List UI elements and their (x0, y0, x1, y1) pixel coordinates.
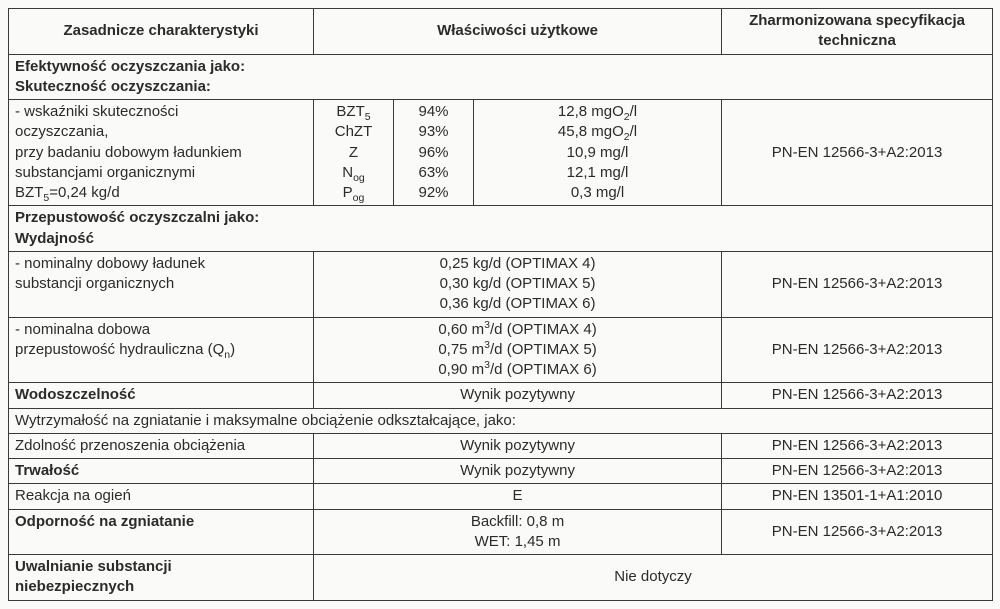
odp-label: Odporność na zgniatanie (9, 509, 314, 555)
eff-desc-l1: - wskaźniki skuteczności (15, 103, 178, 120)
eff-p1-l1: BZT5 (336, 103, 370, 120)
eff-p1-l3: Z (349, 144, 358, 161)
zdol-value: Wynik pozytywny (314, 433, 722, 458)
eff-p3-l1: 12,8 mgO2/l (558, 103, 637, 120)
prz1-v1: 0,25 kg/d (OPTIMAX 4) (440, 255, 596, 272)
eff-p1-l5: Pog (343, 184, 365, 201)
eff-std: PN-EN 12566-3+A2:2013 (722, 100, 993, 206)
prz2-desc: - nominalna dobowa przepustowość hydraul… (9, 317, 314, 383)
prz1-std: PN-EN 12566-3+A2:2013 (722, 251, 993, 317)
fire-reaction-row: Reakcja na ogień E PN-EN 13501-1+A1:2010 (9, 484, 993, 509)
odp-std: PN-EN 12566-3+A2:2013 (722, 509, 993, 555)
eff-values: 12,8 mgO2/l 45,8 mgO2/l 10,9 mg/l 12,1 m… (474, 100, 722, 206)
eff-desc: - wskaźniki skuteczności oczyszczania, p… (9, 100, 314, 206)
section-effectiveness: Efektywność oczyszczania jako: Skuteczno… (9, 54, 993, 100)
uwal-l2: niebezpiecznych (15, 578, 134, 595)
section-throughput: Przepustowość oczyszczalni jako: Wydajno… (9, 206, 993, 252)
eff-p3-l5: 0,3 mg/l (571, 184, 624, 201)
ogien-label: Reakcja na ogień (9, 484, 314, 509)
uwal-l1: Uwalnianie substancji (15, 558, 172, 575)
trw-std: PN-EN 12566-3+A2:2013 (722, 459, 993, 484)
prz2-desc-l1: - nominalna dobowa (15, 321, 150, 338)
eff-desc-l3: przy badaniu dobowym ładunkiem (15, 144, 242, 161)
prz2-v2: 0,75 m3/d (OPTIMAX 5) (438, 341, 596, 358)
section-eff-l2: Skuteczność oczyszczania: (15, 78, 211, 95)
prz2-v3: 0,90 m3/d (OPTIMAX 6) (438, 361, 596, 378)
eff-desc-l2: oczyszczania, (15, 123, 108, 140)
eff-p3-l4: 12,1 mg/l (567, 164, 629, 181)
table-header-row: Zasadnicze charakterystyki Właściwości u… (9, 9, 993, 55)
zdol-label: Zdolność przenoszenia obciążenia (9, 433, 314, 458)
section-prz-l1: Przepustowość oczyszczalni jako: (15, 209, 259, 226)
header-col2: Właściwości użytkowe (314, 9, 722, 55)
eff-p2-l5: 92% (418, 184, 448, 201)
odp-v1: Backfill: 0,8 m (471, 513, 564, 530)
spec-table: Zasadnicze charakterystyki Właściwości u… (8, 8, 993, 601)
effectiveness-row: - wskaźniki skuteczności oczyszczania, p… (9, 100, 993, 206)
wodo-std: PN-EN 12566-3+A2:2013 (722, 383, 993, 408)
prz1-values: 0,25 kg/d (OPTIMAX 4) 0,30 kg/d (OPTIMAX… (314, 251, 722, 317)
watertightness-row: Wodoszczelność Wynik pozytywny PN-EN 125… (9, 383, 993, 408)
section-prz-l2: Wydajność (15, 230, 94, 247)
load-transfer-row: Zdolność przenoszenia obciążenia Wynik p… (9, 433, 993, 458)
section-crush: Wytrzymałość na zgniatanie i maksymalne … (9, 408, 993, 433)
header-col1: Zasadnicze charakterystyki (9, 9, 314, 55)
eff-p2-l3: 96% (418, 144, 448, 161)
throughput-load-row: - nominalny dobowy ładunek substancji or… (9, 251, 993, 317)
section-prz-cell: Przepustowość oczyszczalni jako: Wydajno… (9, 206, 993, 252)
uwal-value: Nie dotyczy (314, 555, 993, 601)
durability-row: Trwałość Wynik pozytywny PN-EN 12566-3+A… (9, 459, 993, 484)
ogien-std: PN-EN 13501-1+A1:2010 (722, 484, 993, 509)
trw-label: Trwałość (9, 459, 314, 484)
hazardous-release-row: Uwalnianie substancji niebezpiecznych Ni… (9, 555, 993, 601)
prz2-std: PN-EN 12566-3+A2:2013 (722, 317, 993, 383)
throughput-hydraulic-row: - nominalna dobowa przepustowość hydraul… (9, 317, 993, 383)
eff-p1-l2: ChZT (335, 123, 373, 140)
header-col3: Zharmonizowana specyfikacja techniczna (722, 9, 993, 55)
wodo-label: Wodoszczelność (9, 383, 314, 408)
eff-desc-l4: substancjami organicznymi (15, 164, 195, 181)
zdol-std: PN-EN 12566-3+A2:2013 (722, 433, 993, 458)
eff-p1-l4: Nog (342, 164, 365, 181)
prz2-desc-l2: przepustowość hydrauliczna (Qn) (15, 341, 235, 358)
prz1-desc: - nominalny dobowy ładunek substancji or… (9, 251, 314, 317)
header-col3-l1: Zharmonizowana specyfikacja (749, 12, 965, 29)
section-eff-cell: Efektywność oczyszczania jako: Skuteczno… (9, 54, 993, 100)
ogien-value: E (314, 484, 722, 509)
trw-value: Wynik pozytywny (314, 459, 722, 484)
wytrz-section: Wytrzymałość na zgniatanie i maksymalne … (9, 408, 993, 433)
eff-percent: 94% 93% 96% 63% 92% (394, 100, 474, 206)
prz2-values: 0,60 m3/d (OPTIMAX 4) 0,75 m3/d (OPTIMAX… (314, 317, 722, 383)
odp-v2: WET: 1,45 m (475, 533, 561, 550)
prz1-v3: 0,36 kg/d (OPTIMAX 6) (440, 295, 596, 312)
odp-values: Backfill: 0,8 m WET: 1,45 m (314, 509, 722, 555)
eff-p3-l2: 45,8 mgO2/l (558, 123, 637, 140)
eff-p2-l2: 93% (418, 123, 448, 140)
header-col3-l2: techniczna (818, 32, 896, 49)
uwal-label: Uwalnianie substancji niebezpiecznych (9, 555, 314, 601)
prz2-v1: 0,60 m3/d (OPTIMAX 4) (438, 321, 596, 338)
prz1-desc-l2: substancji organicznych (15, 275, 174, 292)
crush-resistance-row: Odporność na zgniatanie Backfill: 0,8 m … (9, 509, 993, 555)
prz1-desc-l1: - nominalny dobowy ładunek (15, 255, 205, 272)
eff-p2-l4: 63% (418, 164, 448, 181)
wodo-value: Wynik pozytywny (314, 383, 722, 408)
eff-param-names: BZT5 ChZT Z Nog Pog (314, 100, 394, 206)
eff-p2-l1: 94% (418, 103, 448, 120)
eff-p3-l3: 10,9 mg/l (567, 144, 629, 161)
section-eff-l1: Efektywność oczyszczania jako: (15, 58, 245, 75)
eff-desc-l5: BZT5=0,24 kg/d (15, 184, 120, 201)
prz1-v2: 0,30 kg/d (OPTIMAX 5) (440, 275, 596, 292)
